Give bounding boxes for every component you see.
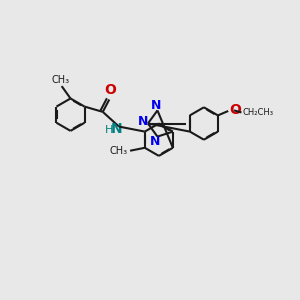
Text: N: N [149, 135, 160, 148]
Text: N: N [110, 122, 122, 136]
Text: CH₂CH₃: CH₂CH₃ [243, 108, 274, 117]
Text: O: O [230, 103, 241, 116]
Text: CH₃: CH₃ [51, 75, 69, 85]
Text: N: N [151, 99, 161, 112]
Text: CH₃: CH₃ [110, 146, 128, 156]
Text: O: O [104, 82, 116, 97]
Text: N: N [138, 115, 148, 128]
Text: H: H [105, 125, 114, 135]
